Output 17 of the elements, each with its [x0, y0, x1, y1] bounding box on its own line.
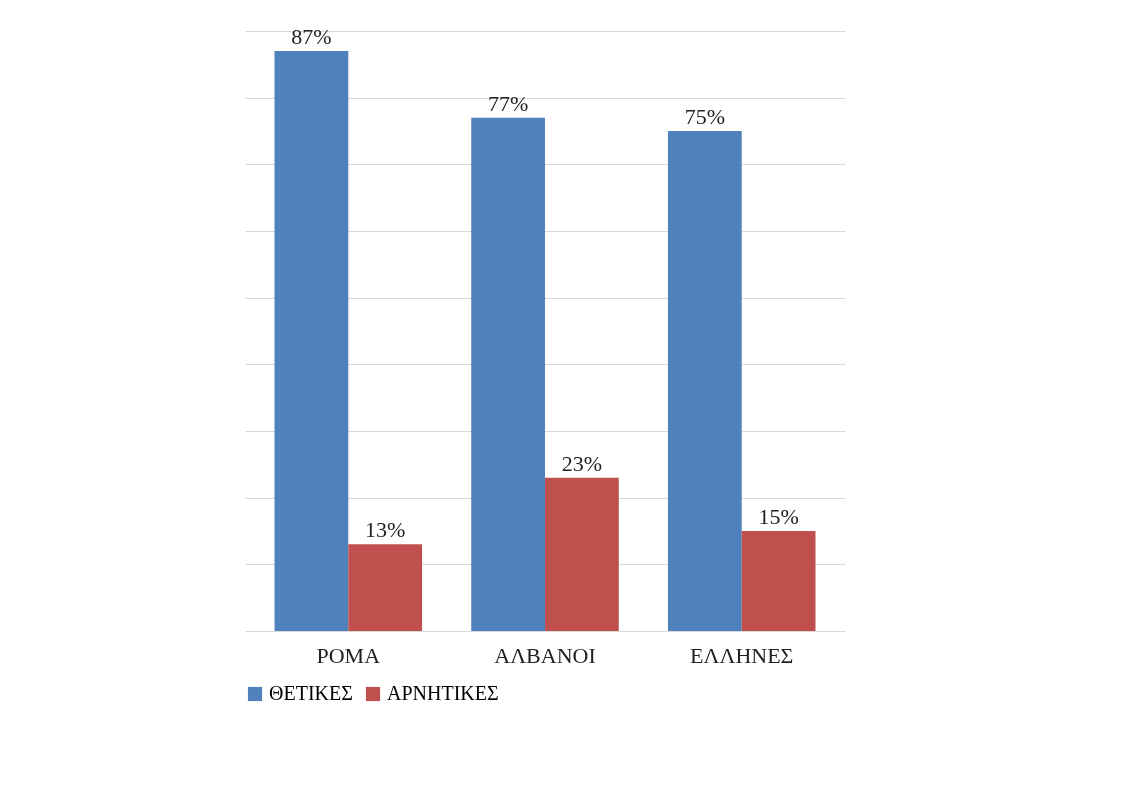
- x-tick-label: ΑΛΒΑΝΟΙ: [494, 642, 596, 668]
- data-label: 87%: [291, 24, 332, 49]
- bar: [471, 117, 545, 631]
- bar: [274, 51, 349, 631]
- legend-label: ΘΕΤΙΚΕΣ: [269, 682, 353, 704]
- bar: [667, 131, 742, 631]
- legend-label: ΑΡΝΗΤΙΚΕΣ: [387, 682, 499, 704]
- bar: [545, 477, 619, 631]
- data-label: 23%: [561, 450, 603, 476]
- x-tick-label: ΡΟΜΑ: [316, 642, 381, 668]
- bar: [741, 531, 816, 631]
- data-label: 13%: [365, 517, 406, 543]
- bar: [348, 544, 423, 631]
- data-label: 15%: [758, 504, 799, 529]
- data-label: 77%: [487, 90, 529, 116]
- x-tick-label: ΕΛΛΗΝΕΣ: [690, 642, 794, 668]
- data-label: 75%: [684, 104, 725, 129]
